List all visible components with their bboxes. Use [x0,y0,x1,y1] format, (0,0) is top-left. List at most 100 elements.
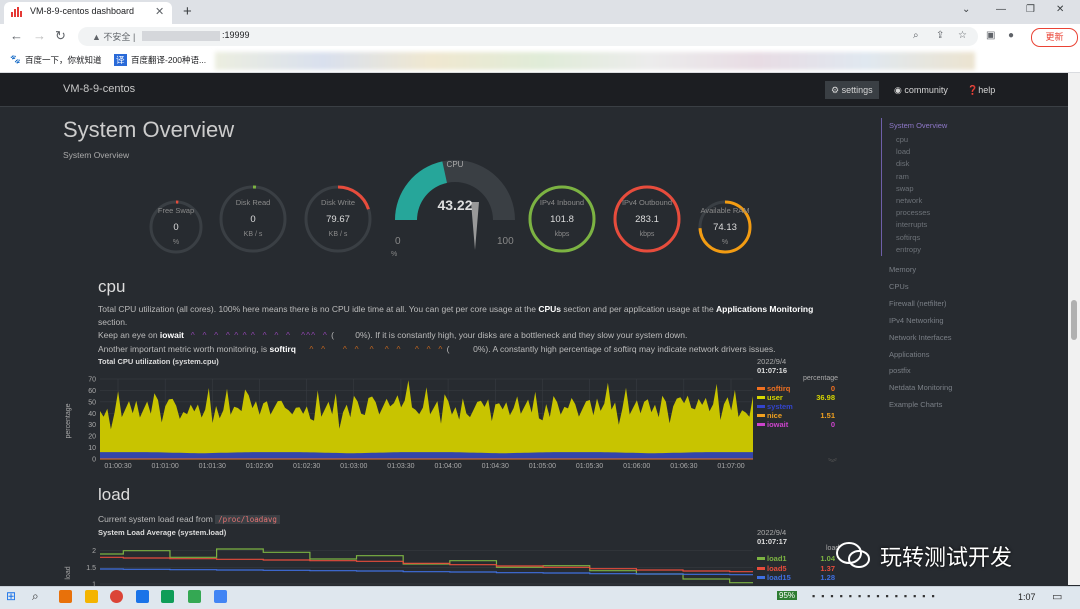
sidenav-sub-item[interactable]: network [896,196,923,205]
gauge-1[interactable] [218,184,288,254]
insecure-indicator[interactable]: ▲ 不安全 | [92,32,136,42]
sidenav-sub-item[interactable]: disk [896,159,910,169]
x-tick-label: 01:02:30 [293,463,320,470]
new-tab-button[interactable]: + [183,3,192,20]
applications-link[interactable]: Applications Monitoring [716,304,814,314]
chart-resize-handle[interactable]: ︾ [828,458,838,468]
share-icon[interactable]: ⇪ [936,30,945,41]
restore-icon[interactable]: ❐ [1026,4,1035,15]
app-icon[interactable] [188,590,201,603]
baidu-icon: 🐾 [10,54,21,64]
gauge-unit: kbps [639,231,655,238]
app-icon[interactable] [214,590,227,603]
sidepanel-icon[interactable]: ▣ [986,30,996,41]
folder-icon[interactable] [85,590,98,603]
chevron-down-icon[interactable]: ⌄ [962,4,971,15]
sidenav-sub-item[interactable]: load [896,147,911,157]
app-icon[interactable] [136,590,149,603]
star-icon[interactable]: ☆ [958,30,967,41]
legend-name[interactable]: softirq [767,384,791,393]
legend-name[interactable]: system [767,402,793,411]
gauge-arc [613,185,681,253]
sidenav-sub-item[interactable]: interrupts [896,220,928,230]
battery-indicator[interactable]: 95% [777,591,798,600]
community-button[interactable]: ◉ community [888,81,954,99]
legend-name[interactable]: user [767,393,783,402]
url-input[interactable] [78,27,978,46]
gauge-value: 101.8 [550,214,574,225]
terminal-icon[interactable] [161,590,174,603]
notification-icon[interactable]: ▭ [1052,591,1063,603]
gauge-0[interactable] [148,199,204,255]
sidenav-item[interactable]: Netdata Monitoring [889,383,953,393]
gauge-value: 0 [250,214,256,225]
update-button[interactable]: 更新 [1031,28,1078,47]
gauge-2[interactable] [303,184,373,254]
close-tab-icon[interactable]: ✕ [155,6,165,18]
series-system [100,452,753,459]
load-chart-title: System Load Average (system.load) [98,528,227,537]
sidenav-system-overview[interactable]: System Overview [889,121,948,130]
search-icon[interactable]: ⌕ [32,589,39,603]
sidenav-item[interactable]: postfix [889,366,911,376]
zoom-icon[interactable]: ⌕ [913,30,919,41]
sidenav-sub-item[interactable]: processes [896,208,931,218]
gauge-3[interactable] [527,184,597,254]
x-tick-label: 01:06:00 [623,463,650,470]
gauge-5[interactable] [697,199,753,255]
minimize-icon[interactable]: — [996,4,1006,15]
sidenav-sub-item[interactable]: entropy [896,244,922,254]
iowait-note: Keep an eye on iowait ^ ^ ^ ^ ^ ^ ^ ^ ^ … [98,330,688,340]
netdata-favicon [11,7,22,17]
load-chart[interactable]: 1 1.5 2 load [60,538,760,586]
cpu-gauge[interactable] [385,160,525,260]
legend-value: 1.51 [820,411,835,420]
gauge-unit: KB / s [243,231,263,238]
profile-icon[interactable]: ● [1008,30,1015,41]
help-button[interactable]: ❓help [961,81,1001,99]
legend-name[interactable]: nice [767,411,783,420]
scrollbar-thumb[interactable] [1071,300,1077,340]
cpu-chart[interactable]: 0 10 20 30 40 50 60 70 01:00:30 01:01:00 01:01:30 0… [60,366,760,474]
sidenav-item[interactable]: Applications [889,349,930,359]
y-tick-label: 40 [88,411,96,418]
legend-swatch [757,414,765,417]
sidenav-item[interactable]: Network Interfaces [889,332,952,342]
browser-tab[interactable] [4,2,172,24]
back-arrow-icon[interactable]: ← [10,28,23,43]
sidenav-item[interactable]: IPv4 Networking [889,315,944,325]
cpu-chart-time: 01:07:16 [757,366,788,375]
legend-name[interactable]: load1 [767,554,787,563]
windows-start-icon[interactable]: ⊞ [6,589,17,603]
sidenav-sub-item[interactable]: ram [896,171,909,181]
legend-name[interactable]: load15 [767,573,791,582]
chrome-icon[interactable] [110,590,123,603]
sidenav-item[interactable]: Memory [889,265,917,274]
sidenav-item[interactable]: Example Charts [889,400,943,410]
load-chart-date: 2022/9/4 [757,528,787,537]
reload-icon[interactable]: ↻ [55,28,66,43]
legend-name[interactable]: iowait [767,420,789,429]
sidenav-sub-item[interactable]: softirqs [896,232,921,242]
sidenav-item[interactable]: CPUs [889,281,909,291]
legend-name[interactable]: load5 [767,563,787,573]
clock[interactable]: 1:07 [1018,592,1036,602]
sidenav-sub-item[interactable]: cpu [896,135,909,144]
cpus-link[interactable]: CPUs [538,304,562,314]
taskbar [0,586,1080,609]
window-close-icon[interactable]: ✕ [1056,4,1065,15]
settings-button[interactable]: ⚙ settings [825,81,879,99]
cpu-section-title: cpu [98,277,126,296]
gauge-arc [698,200,752,254]
sidenav-sub-item[interactable]: swap [896,183,914,193]
x-tick-label: 01:07:00 [717,463,744,470]
tray-icons[interactable]: ▪▪▪▪▪▪▪▪▪▪▪▪▪▪ [812,591,941,601]
host-name[interactable]: VM-8-9-centos [63,83,136,95]
github-icon: ◉ [894,85,905,95]
bookmark-fanyi[interactable]: 百度翻译-200种语... [131,55,207,65]
sidenav-item[interactable]: Firewall (netfilter) [889,298,947,308]
gauge-4[interactable] [612,184,682,254]
app-icon[interactable] [59,590,72,603]
forward-arrow-icon[interactable]: → [33,28,46,43]
bookmark-baidu[interactable]: 百度一下，你就知道 [25,55,102,65]
